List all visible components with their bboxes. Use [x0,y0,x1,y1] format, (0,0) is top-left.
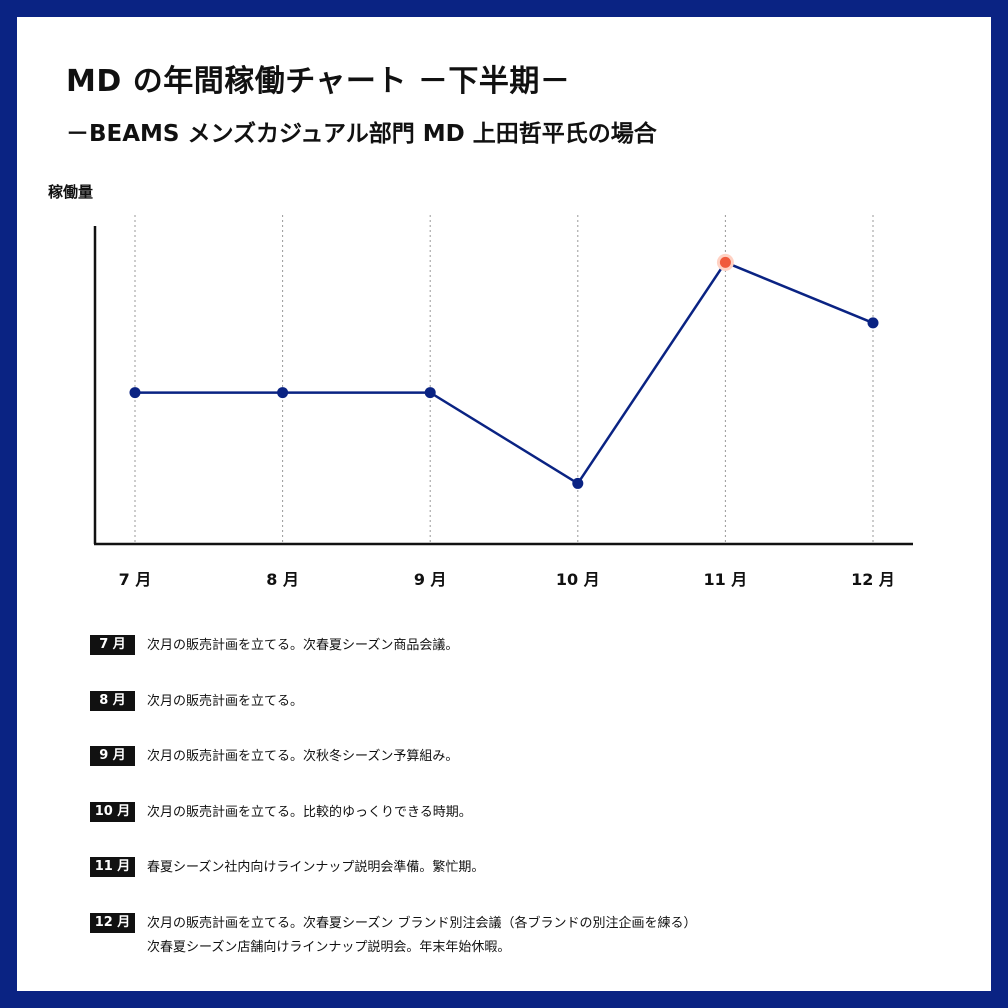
data-point [572,477,584,489]
note-item: 9 月次月の販売計画を立てる。次秋冬シーズン予算組み。 [90,745,458,769]
gridlines [134,215,874,544]
x-tick-labels: 7 月 8 月 9 月 10 月 11 月 12 月 [119,570,895,589]
note-line: 次月の販売計画を立てる。比較的ゆっくりできる時期。 [147,805,472,820]
data-points [129,253,879,489]
note-text: 次月の販売計画を立てる。比較的ゆっくりできる時期。 [147,801,472,825]
data-point [129,387,141,399]
page-title: MD の年間稼働チャート －下半期－ [66,64,571,99]
month-badge: 12 月 [90,913,135,933]
note-line: 春夏シーズン社内向けラインナップ説明会準備。繁忙期。 [147,860,485,875]
note-text: 春夏シーズン社内向けラインナップ説明会準備。繁忙期。 [147,856,484,880]
x-tick-label: 10 月 [556,570,600,589]
note-item: 8 月次月の販売計画を立てる。 [90,690,303,714]
month-badge: 8 月 [90,691,135,711]
note-item: 10 月次月の販売計画を立てる。比較的ゆっくりできる時期。 [90,801,472,825]
note-text: 次月の販売計画を立てる。次秋冬シーズン予算組み。 [147,745,458,769]
month-badge: 7 月 [90,635,135,655]
note-text: 次月の販売計画を立てる。次春夏シーズン商品会議。 [147,634,458,658]
x-tick-label: 7 月 [119,570,152,589]
note-item: 7 月次月の販売計画を立てる。次春夏シーズン商品会議。 [90,634,458,658]
x-tick-label: 11 月 [703,570,747,589]
line-chart: 7 月 8 月 9 月 10 月 11 月 12 月 [93,215,913,589]
note-item: 11 月春夏シーズン社内向けラインナップ説明会準備。繁忙期。 [90,856,484,880]
data-point [424,387,436,399]
note-text: 次月の販売計画を立てる。 [147,690,303,714]
y-axis-label: 稼働量 [48,183,94,201]
data-point [277,387,289,399]
month-badge: 10 月 [90,802,135,822]
x-tick-label: 12 月 [851,570,895,589]
series-line [135,260,874,486]
note-line: 次春夏シーズン店舗向けラインナップ説明会。年末年始休暇。 [147,940,511,955]
note-line: 次月の販売計画を立てる。次秋冬シーズン予算組み。 [147,749,459,764]
note-line: 次月の販売計画を立てる。次春夏シーズン ブランド別注会議（各ブランドの別注企画を… [147,916,697,931]
data-point-highlight [719,256,731,268]
x-tick-label: 8 月 [266,570,299,589]
note-line: 次月の販売計画を立てる。次春夏シーズン商品会議。 [147,638,459,653]
x-tick-label: 9 月 [414,570,447,589]
month-badge: 11 月 [90,857,135,877]
note-text: 次月の販売計画を立てる。次春夏シーズン ブランド別注会議（各ブランドの別注企画を… [147,912,696,960]
data-point [867,317,879,329]
page-frame [17,17,991,991]
page-subtitle: －BEAMS メンズカジュアル部門 MD 上田哲平氏の場合 [66,121,657,147]
month-badge: 9 月 [90,746,135,766]
note-line: 次月の販売計画を立てる。 [147,694,304,709]
note-item: 12 月次月の販売計画を立てる。次春夏シーズン ブランド別注会議（各ブランドの別… [90,912,696,960]
